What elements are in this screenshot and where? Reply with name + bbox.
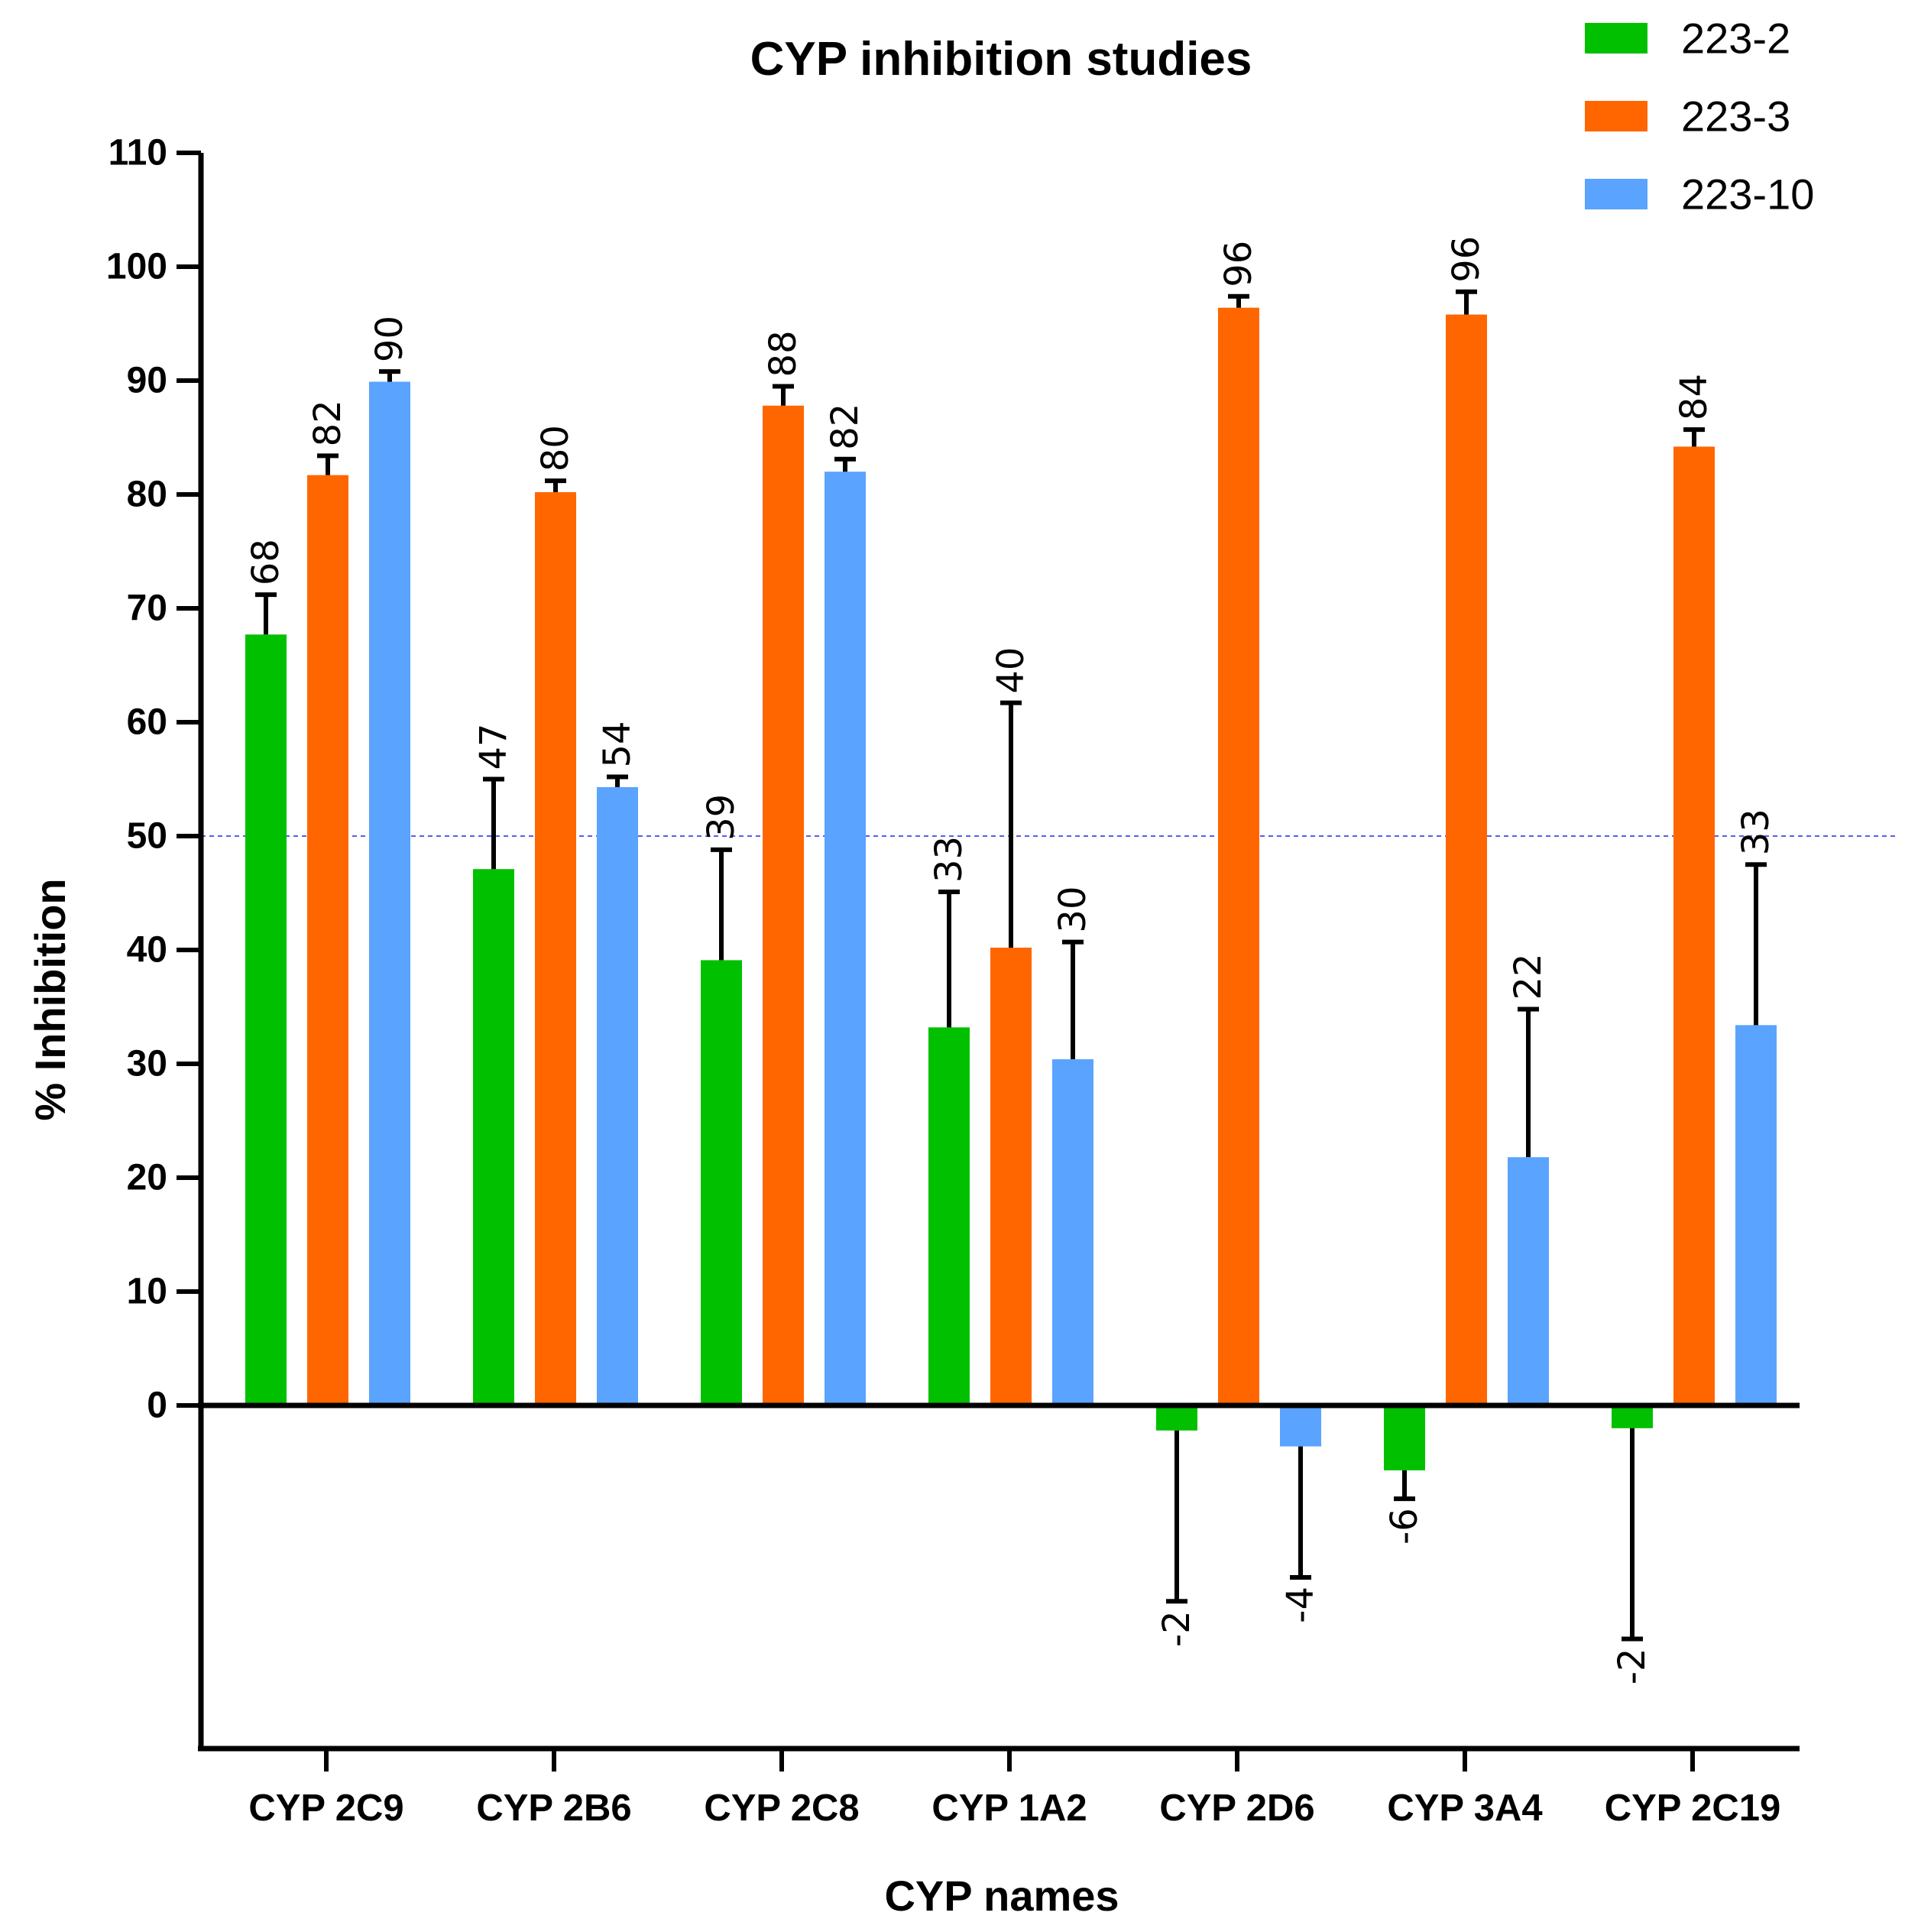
bar-223-10-cyp-2d6 bbox=[1280, 1405, 1321, 1447]
bar-223-2-cyp-2d6 bbox=[1156, 1405, 1197, 1431]
bar-223-3-cyp-2d6 bbox=[1218, 307, 1259, 1405]
data-label-223-2-2: 39 bbox=[700, 794, 743, 841]
data-label-223-10-5: 22 bbox=[1507, 953, 1550, 1000]
y-tick-label-30: 30 bbox=[127, 1044, 167, 1084]
data-label-223-3-6: 84 bbox=[1673, 374, 1716, 420]
x-tick-label-cyp-2d6: CYP 2D6 bbox=[1159, 1788, 1314, 1829]
y-tick-label-40: 40 bbox=[127, 930, 167, 971]
y-tick-label-50: 50 bbox=[127, 816, 167, 857]
y-tick-label-20: 20 bbox=[127, 1158, 167, 1198]
bar-223-3-cyp-1a2 bbox=[990, 948, 1032, 1405]
x-tick-label-cyp-3a4: CYP 3A4 bbox=[1387, 1788, 1542, 1829]
data-label-223-2-4: -2 bbox=[1155, 1610, 1198, 1647]
legend-swatch-223-10 bbox=[1585, 179, 1647, 209]
data-label-223-3-4: 96 bbox=[1217, 241, 1260, 287]
bar-223-10-cyp-3a4 bbox=[1508, 1157, 1549, 1405]
bar-223-10-cyp-2b6 bbox=[597, 786, 638, 1405]
bar-223-2-cyp-2c19 bbox=[1612, 1405, 1653, 1428]
data-label-223-10-2: 82 bbox=[824, 404, 867, 450]
y-tick-label-80: 80 bbox=[127, 475, 167, 515]
x-tick-label-cyp-2c9: CYP 2C9 bbox=[248, 1788, 403, 1829]
x-tick-label-cyp-1a2: CYP 1A2 bbox=[931, 1788, 1087, 1829]
data-label-223-3-1: 80 bbox=[534, 425, 577, 472]
data-label-223-3-0: 82 bbox=[306, 400, 349, 446]
bar-223-10-cyp-1a2 bbox=[1052, 1059, 1093, 1405]
data-label-223-3-5: 96 bbox=[1445, 236, 1488, 283]
bar-223-3-cyp-2c9 bbox=[307, 475, 348, 1406]
y-tick-label-70: 70 bbox=[127, 588, 167, 629]
plot-area: 68 47 39 33 -2 -6 -2 82 80 88 40 96 96 84 90 54 82 30 -4 22… bbox=[106, 133, 1895, 1829]
data-label-223-10-3: 30 bbox=[1051, 886, 1094, 932]
legend-swatch-223-3 bbox=[1585, 101, 1647, 131]
legend-label-223-3: 223-3 bbox=[1681, 92, 1790, 141]
x-axis-label: CYP names bbox=[884, 1872, 1119, 1920]
bar-223-10-cyp-2c19 bbox=[1735, 1025, 1777, 1405]
data-label-223-10-6: 33 bbox=[1735, 809, 1777, 855]
x-tick-label-cyp-2c8: CYP 2C8 bbox=[704, 1788, 859, 1829]
y-tick-label-90: 90 bbox=[127, 361, 167, 401]
bar-223-2-cyp-3a4 bbox=[1384, 1405, 1425, 1470]
data-label-223-3-2: 88 bbox=[762, 330, 805, 377]
bar-223-10-cyp-2c8 bbox=[825, 472, 866, 1406]
bar-223-2-cyp-2c8 bbox=[701, 960, 742, 1405]
data-label-223-2-0: 68 bbox=[245, 539, 287, 585]
bar-223-10-cyp-2c9 bbox=[369, 381, 410, 1405]
data-label-223-3-3: 40 bbox=[990, 647, 1032, 694]
data-label-223-10-4: -4 bbox=[1279, 1587, 1322, 1623]
legend-label-223-10: 223-10 bbox=[1681, 170, 1814, 219]
bar-223-2-cyp-2b6 bbox=[473, 869, 514, 1405]
data-label-223-2-5: -6 bbox=[1383, 1508, 1426, 1545]
legend-swatch-223-2 bbox=[1585, 23, 1647, 53]
bar-223-3-cyp-2b6 bbox=[535, 492, 576, 1405]
data-label-223-10-1: 54 bbox=[596, 721, 639, 767]
y-tick-label-60: 60 bbox=[127, 702, 167, 743]
chart-title: CYP inhibition studies bbox=[750, 33, 1252, 86]
data-label-223-2-6: -2 bbox=[1611, 1648, 1654, 1684]
data-label-223-10-0: 90 bbox=[368, 316, 411, 362]
data-label-223-2-1: 47 bbox=[472, 723, 515, 770]
y-axis-label: % Inhibition bbox=[26, 878, 74, 1120]
bar-223-2-cyp-2c9 bbox=[245, 634, 287, 1405]
data-label-223-2-3: 33 bbox=[928, 836, 970, 883]
y-tick-label-110: 110 bbox=[109, 133, 167, 173]
bar-223-3-cyp-3a4 bbox=[1446, 314, 1487, 1406]
x-tick-label-cyp-2b6: CYP 2B6 bbox=[476, 1788, 631, 1829]
bar-223-3-cyp-2c19 bbox=[1673, 446, 1715, 1406]
y-tick-label-10: 10 bbox=[127, 1272, 167, 1312]
y-tick-label-0: 0 bbox=[147, 1386, 167, 1426]
bar-223-2-cyp-1a2 bbox=[928, 1027, 970, 1405]
bar-223-3-cyp-2c8 bbox=[763, 405, 804, 1405]
legend-label-223-2: 223-2 bbox=[1681, 15, 1790, 63]
y-tick-label-100: 100 bbox=[106, 247, 167, 287]
x-tick-label-cyp-2c19: CYP 2C19 bbox=[1605, 1788, 1781, 1829]
legend: 223-2 223-3 223-10 bbox=[1585, 15, 1814, 219]
